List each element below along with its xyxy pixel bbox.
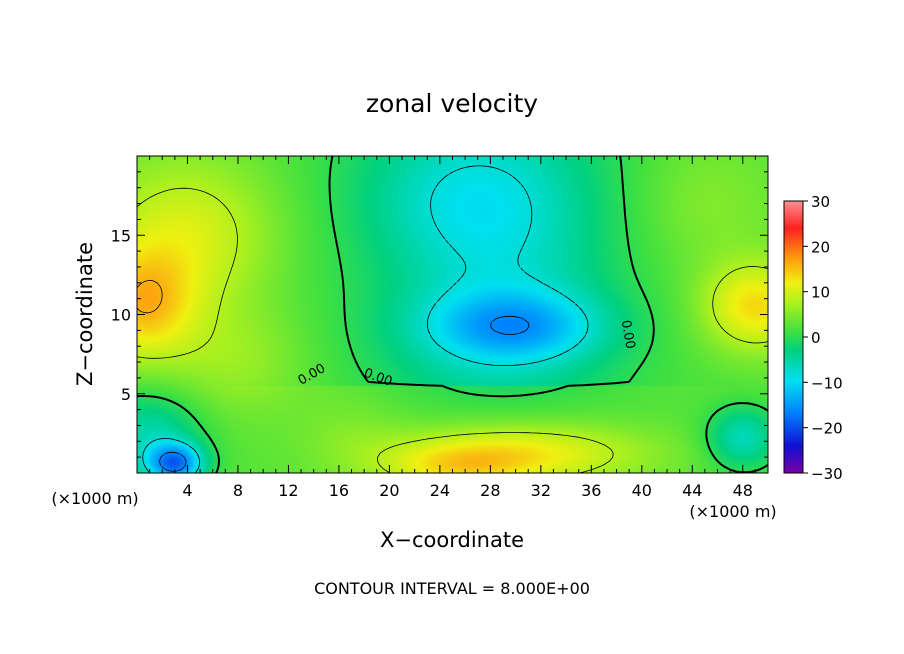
contour-level-neg16 (159, 315, 530, 472)
x-tick-label: 32 (531, 481, 551, 500)
y-axis: 5 10 15 (111, 171, 768, 458)
x-tick-label: 28 (480, 481, 500, 500)
y-axis-label: Z−coordinate (73, 242, 97, 386)
y-tick-label: 15 (111, 226, 131, 245)
x-axis-label: X−coordinate (380, 528, 524, 552)
colorbar: 30 20 10 0 −10 −20 −30 (783, 193, 843, 483)
contour-lines (137, 156, 768, 473)
x-axis: 4 8 12 16 20 24 28 32 36 40 44 48 (149, 156, 756, 500)
x-unit-left: (×1000 m) (51, 489, 138, 508)
x-tick-label: 48 (733, 481, 753, 500)
contour-level-neg8 (142, 165, 589, 473)
zero-contour-label-3: 0.00 (618, 319, 638, 350)
y-tick-label: 10 (111, 306, 131, 325)
x-tick-label: 44 (682, 481, 702, 500)
x-tick-label: 20 (379, 481, 399, 500)
x-tick-label: 12 (278, 481, 298, 500)
colorbar-tick-label: −10 (811, 374, 843, 392)
x-tick-label: 40 (632, 481, 652, 500)
x-tick-label: 16 (329, 481, 349, 500)
colorbar-ticks: 30 20 10 0 −10 −20 −30 (803, 193, 843, 483)
x-tick-label: 8 (233, 481, 243, 500)
chart-title: zonal velocity (366, 89, 538, 118)
plot-area (137, 156, 768, 473)
velocity-field-image (137, 156, 768, 473)
colorbar-tick-label: 0 (811, 329, 821, 347)
colorbar-tick-label: −20 (811, 420, 843, 438)
contour-interval-note: CONTOUR INTERVAL = 8.000E+00 (314, 579, 590, 598)
y-tick-label: 5 (121, 385, 131, 404)
x-tick-label: 36 (581, 481, 601, 500)
colorbar-gradient (783, 200, 804, 474)
contour-level-0 (137, 156, 768, 473)
x-tick-label: 4 (182, 481, 192, 500)
colorbar-tick-label: −30 (811, 465, 843, 483)
colorbar-tick-label: 20 (811, 238, 830, 256)
x-unit-right: (×1000 m) (689, 502, 776, 521)
x-tick-label: 24 (430, 481, 450, 500)
colorbar-tick-label: 30 (811, 193, 830, 211)
colorbar-tick-label: 10 (811, 284, 830, 302)
contour-level-8 (137, 187, 768, 473)
